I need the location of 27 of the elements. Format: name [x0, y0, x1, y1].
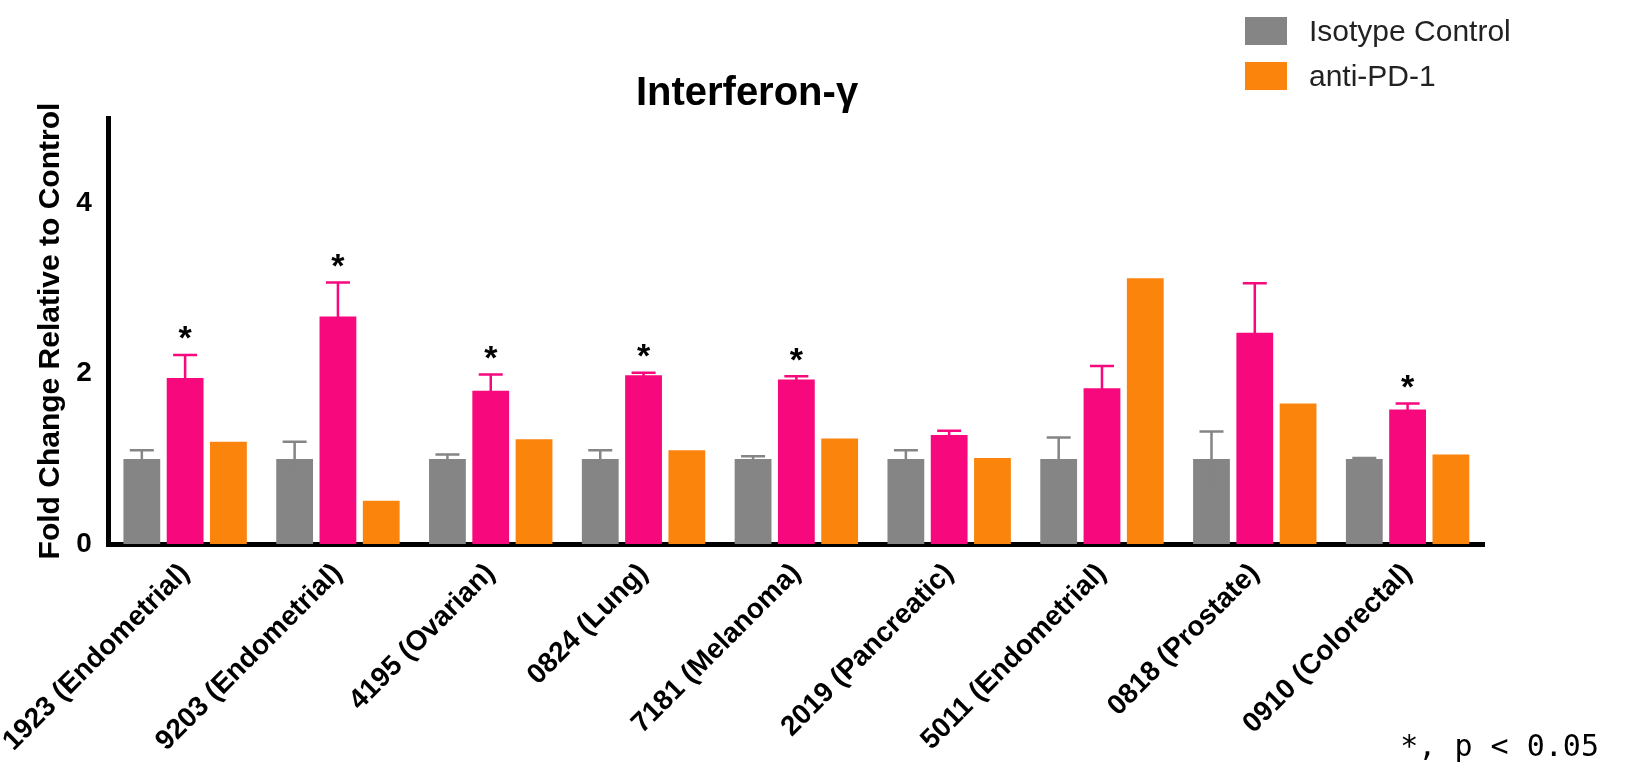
bar [625, 375, 662, 545]
y-axis-title: Fold Change Relative to Control [32, 102, 66, 560]
text: *, p < 0.05 [1400, 728, 1599, 763]
y-tick-label: 0 [76, 526, 92, 558]
bar [1126, 278, 1164, 545]
y-tick-label: 4 [76, 185, 93, 217]
annotation: * [178, 318, 193, 357]
bar [821, 438, 859, 545]
legend-label: anti-PD-1 [1309, 58, 1436, 93]
annotation: * [331, 245, 346, 284]
bar [1279, 403, 1317, 545]
y-tick-label: 2 [76, 356, 92, 388]
chart-title: Interferon-γ [635, 69, 859, 114]
bar [362, 500, 400, 545]
annotation: * [789, 339, 804, 378]
annotation: * [1400, 366, 1415, 405]
bar [1432, 454, 1470, 545]
annotation: * [484, 337, 499, 376]
bar [1345, 458, 1383, 545]
bar [668, 450, 706, 545]
bar [515, 439, 553, 545]
bar [734, 458, 772, 545]
bar [974, 458, 1011, 545]
legend-label: Isotype Control [1309, 13, 1511, 48]
bar [210, 441, 247, 545]
bar [777, 379, 815, 545]
annotation: * [636, 336, 651, 375]
